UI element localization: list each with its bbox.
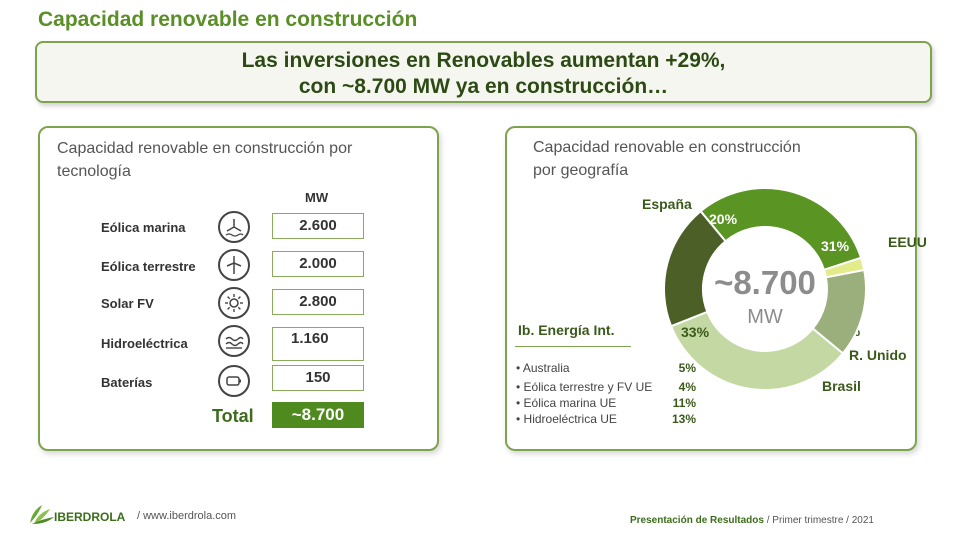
onshore-wind-icon bbox=[218, 249, 250, 281]
technology-panel-title: Capacidad renovable en construcción por … bbox=[57, 137, 352, 183]
banner-line-2: con ~8.700 MW ya en construcción… bbox=[298, 75, 669, 98]
tech-value: 2.800 bbox=[272, 289, 364, 315]
ib-item-value: 11% bbox=[672, 396, 696, 410]
total-value: ~8.700 bbox=[272, 402, 364, 428]
technology-title-line-1: Capacidad renovable en construcción por bbox=[57, 140, 353, 157]
geography-title-line-2: por geografía bbox=[533, 162, 629, 179]
offshore-wind-icon bbox=[218, 211, 250, 243]
tech-value: 1.160 bbox=[272, 327, 364, 361]
tech-row-solar: Solar FV 2.800 bbox=[101, 287, 371, 319]
donut-category-label: Brasil bbox=[822, 378, 861, 394]
tech-row-hydro: Hidroeléctrica 1.160 bbox=[101, 325, 371, 361]
technology-panel: Capacidad renovable en construcción por … bbox=[38, 126, 439, 451]
tech-value: 2.000 bbox=[272, 251, 364, 277]
ib-list-item: • Eólica marina UE 11% bbox=[516, 396, 698, 412]
footer-brand: IBERDROLA bbox=[54, 510, 126, 524]
donut-category-label: R. Unido bbox=[849, 347, 907, 363]
battery-icon bbox=[218, 365, 250, 397]
ib-energia-heading: Ib. Energía Int. bbox=[518, 322, 615, 338]
donut-center-unit: MW bbox=[747, 306, 783, 328]
tech-value: 150 bbox=[272, 365, 364, 391]
donut-percent-label: 20% bbox=[709, 211, 738, 227]
page-title: Capacidad renovable en construcción bbox=[38, 8, 418, 31]
donut-slice-ib-energ-a-int- bbox=[669, 310, 845, 391]
ib-item-value: 4% bbox=[678, 380, 696, 394]
banner-line-1: Las inversiones en Renovables aumentan +… bbox=[241, 49, 726, 72]
iberdrola-leaf-logo bbox=[30, 505, 54, 524]
donut-category-label: España bbox=[642, 196, 692, 212]
sun-icon bbox=[218, 287, 250, 319]
ib-list-item: • Australia 5% bbox=[516, 361, 698, 377]
donut-percent-label: 31% bbox=[821, 238, 850, 254]
ib-list-item: • Hidroeléctrica UE 13% bbox=[516, 412, 698, 428]
ib-item-label: • Eólica terrestre y FV UE bbox=[516, 380, 653, 394]
donut-percent-label: 33% bbox=[681, 324, 710, 340]
total-label: Total bbox=[212, 406, 254, 426]
tech-label: Baterías bbox=[101, 375, 153, 390]
tech-label: Eólica terrestre bbox=[101, 259, 196, 274]
donut-slice-eeuu bbox=[699, 187, 863, 272]
donut-category-label: EEUU bbox=[888, 234, 927, 250]
footer-report-title: Presentación de Resultados bbox=[630, 515, 764, 526]
headline-banner: Las inversiones en Renovables aumentan +… bbox=[35, 41, 932, 103]
mw-column-header: MW bbox=[305, 190, 329, 205]
ib-item-value: 5% bbox=[678, 361, 696, 375]
donut-center-value: ~8.700 bbox=[714, 264, 816, 301]
geography-panel-title: Capacidad renovable en construcción por … bbox=[533, 136, 801, 182]
tech-row-offshore-wind: Eólica marina 2.600 bbox=[101, 211, 371, 243]
ib-item-value: 13% bbox=[671, 412, 696, 426]
footer-period: / Primer trimestre / 2021 bbox=[766, 515, 874, 526]
tech-value: 2.600 bbox=[272, 213, 364, 239]
technology-title-line-2: tecnología bbox=[57, 163, 131, 180]
tech-row-onshore-wind: Eólica terrestre 2.000 bbox=[101, 249, 371, 281]
ib-item-label: • Australia bbox=[516, 361, 570, 375]
ib-list-item: • Eólica terrestre y FV UE 4% bbox=[516, 380, 698, 396]
tech-label: Eólica marina bbox=[101, 220, 186, 235]
tech-label: Solar FV bbox=[101, 296, 154, 311]
footer-report-info: Presentación de Resultados / Primer trim… bbox=[630, 515, 874, 526]
hydro-wave-icon bbox=[218, 325, 250, 357]
donut-slice-espa-a bbox=[663, 209, 727, 328]
tech-row-battery: Baterías 150 bbox=[101, 365, 371, 397]
ib-item-label: • Hidroeléctrica UE bbox=[516, 412, 617, 426]
ib-divider bbox=[515, 346, 631, 347]
geography-title-line-1: Capacidad renovable en construcción bbox=[533, 139, 801, 156]
ib-item-label: • Eólica marina UE bbox=[516, 396, 617, 410]
footer-url-link[interactable]: / www.iberdrola.com bbox=[137, 510, 237, 522]
tech-label: Hidroeléctrica bbox=[101, 336, 188, 351]
